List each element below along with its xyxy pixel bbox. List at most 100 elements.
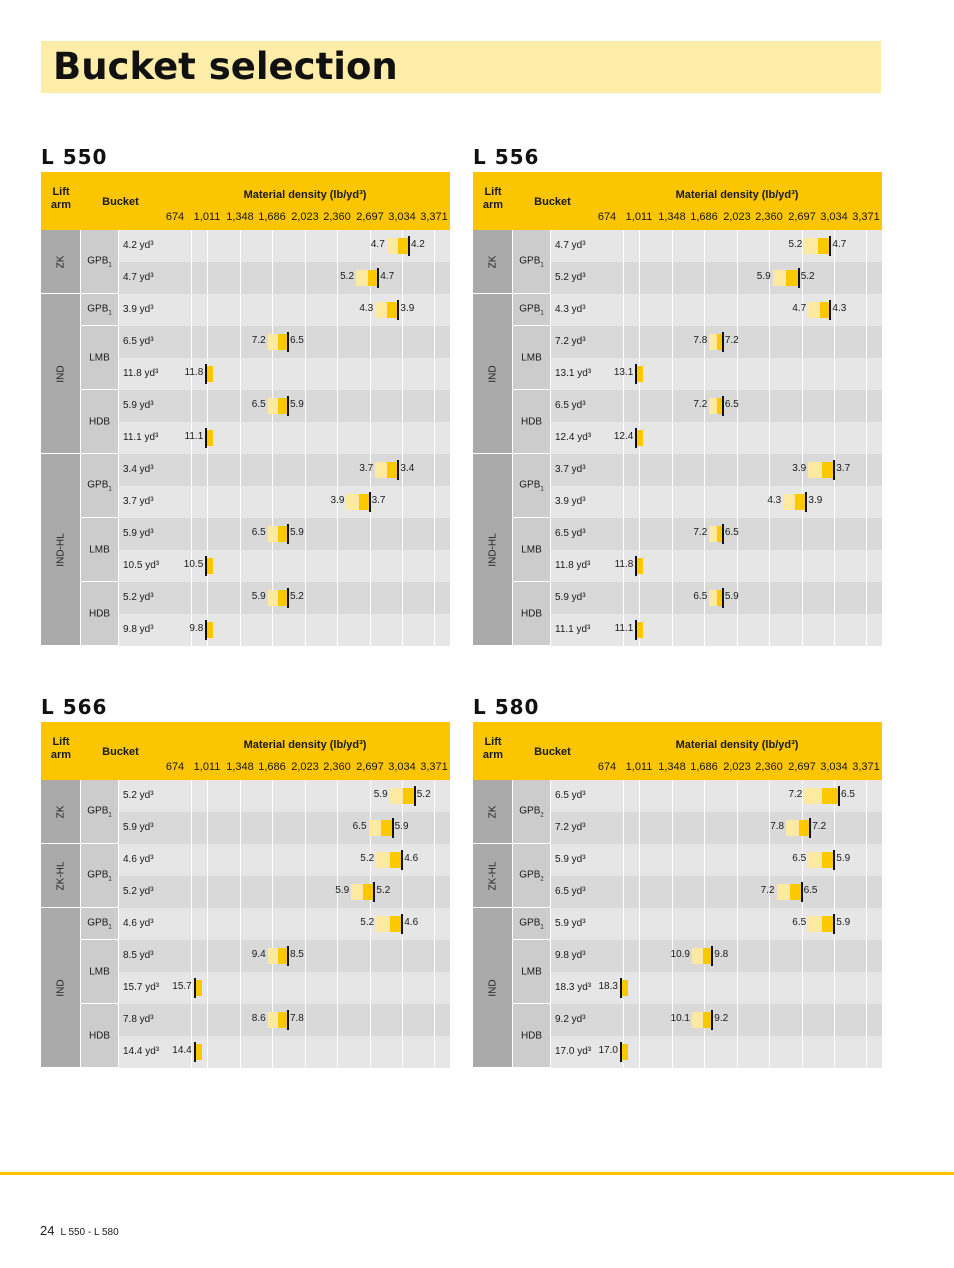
density-max-marker bbox=[205, 364, 208, 384]
bucket-type-label: LMB bbox=[521, 352, 542, 363]
density-range-light bbox=[389, 788, 403, 804]
density-label-min: 12.4 bbox=[613, 431, 634, 442]
density-label-min: 4.3 bbox=[767, 495, 782, 506]
grid-line bbox=[769, 1036, 770, 1068]
bucket-type-subscript: 1 bbox=[540, 486, 544, 492]
grid-line bbox=[240, 972, 241, 1004]
lift-arm-label: IND bbox=[55, 978, 66, 997]
grid-line bbox=[834, 876, 835, 908]
density-row: 7.2 6.5 bbox=[592, 518, 882, 550]
header-density-tick: 1,686 bbox=[258, 761, 286, 773]
density-label-min: 7.8 bbox=[693, 335, 708, 346]
grid-line bbox=[402, 294, 403, 326]
grid-line bbox=[434, 614, 435, 646]
lift-arm-label: IND bbox=[55, 364, 66, 383]
density-row: 7.2 6.5 bbox=[160, 326, 450, 358]
density-label-min: 6.5 bbox=[251, 399, 266, 410]
density-max-marker bbox=[373, 882, 376, 902]
lift-arm-label: ZK bbox=[55, 255, 66, 268]
density-row: 7.2 6.5 bbox=[592, 780, 882, 812]
grid-line bbox=[639, 326, 640, 358]
grid-line bbox=[240, 390, 241, 422]
density-range-dark bbox=[389, 852, 402, 868]
grid-line bbox=[337, 230, 338, 262]
grid-line bbox=[769, 262, 770, 294]
bucket-size: 3.7 yd³ bbox=[119, 486, 160, 518]
grid-line bbox=[370, 454, 371, 486]
header-lift-arm: Lift arm bbox=[473, 186, 513, 212]
grid-line bbox=[802, 780, 803, 812]
density-row: 11.8 bbox=[592, 550, 882, 582]
grid-line bbox=[802, 582, 803, 614]
density-label-max: 6.5 bbox=[724, 527, 739, 538]
grid-line bbox=[866, 1036, 867, 1068]
bucket-type: HDB bbox=[513, 582, 550, 645]
header-lift-arm-line: Lift bbox=[52, 186, 70, 198]
grid-line bbox=[639, 780, 640, 812]
grid-line bbox=[866, 1004, 867, 1036]
grid-line bbox=[834, 486, 835, 518]
lift-arm-label: ZK bbox=[55, 805, 66, 818]
bucket-size: 6.5 yd³ bbox=[119, 326, 160, 358]
grid-line bbox=[639, 454, 640, 486]
grid-line bbox=[639, 294, 640, 326]
header-material-density: Material density (lb/yd³) bbox=[243, 189, 367, 201]
density-max-marker bbox=[829, 300, 832, 320]
density-label-min: 6.5 bbox=[352, 821, 367, 832]
grid-line bbox=[802, 326, 803, 358]
density-label-min: 11.1 bbox=[184, 431, 204, 442]
grid-line bbox=[240, 876, 241, 908]
density-label-max: 3.7 bbox=[371, 495, 386, 506]
grid-line bbox=[191, 876, 192, 908]
header-lift-arm-line: arm bbox=[482, 749, 504, 761]
density-range-dark bbox=[786, 270, 798, 286]
grid-line bbox=[370, 326, 371, 358]
grid-line bbox=[337, 940, 338, 972]
header-density-tick: 2,360 bbox=[755, 761, 783, 773]
density-row: 5.9 5.2 bbox=[160, 582, 450, 614]
header-density-tick: 2,023 bbox=[291, 761, 319, 773]
grid-line bbox=[240, 780, 241, 812]
density-max-marker bbox=[635, 364, 638, 384]
grid-line bbox=[834, 262, 835, 294]
grid-line bbox=[434, 518, 435, 550]
grid-line bbox=[672, 518, 673, 550]
grid-line bbox=[704, 844, 705, 876]
density-max-marker bbox=[413, 786, 416, 806]
bucket-size: 5.9 yd³ bbox=[119, 518, 160, 550]
grid-line bbox=[370, 780, 371, 812]
grid-line bbox=[672, 454, 673, 486]
bucket-size: 3.9 yd³ bbox=[119, 294, 160, 326]
grid-line bbox=[704, 390, 705, 422]
lift-arm-cell: IND-HL bbox=[41, 454, 80, 645]
density-max-marker bbox=[711, 946, 714, 966]
lift-arm-label: ZK-HL bbox=[55, 861, 66, 890]
grid-line bbox=[402, 454, 403, 486]
grid-line bbox=[337, 1036, 338, 1068]
header-density-tick: 1,011 bbox=[625, 761, 653, 773]
grid-line bbox=[704, 1036, 705, 1068]
grid-line bbox=[207, 582, 208, 614]
grid-line bbox=[834, 812, 835, 844]
grid-line bbox=[434, 326, 435, 358]
grid-line bbox=[769, 812, 770, 844]
grid-line bbox=[623, 908, 624, 940]
density-label-min: 4.3 bbox=[359, 303, 374, 314]
grid-line bbox=[434, 230, 435, 262]
grid-line bbox=[802, 454, 803, 486]
lift-arm-label: IND bbox=[487, 364, 498, 383]
grid-line bbox=[866, 940, 867, 972]
density-range-light bbox=[267, 590, 279, 606]
grid-line bbox=[704, 518, 705, 550]
density-row: 15.7 bbox=[160, 972, 450, 1004]
lift-arm-cell: ZK bbox=[41, 230, 80, 293]
grid-line bbox=[737, 294, 738, 326]
grid-line bbox=[623, 550, 624, 582]
density-label-min: 5.2 bbox=[788, 239, 803, 250]
header-density-tick: 3,371 bbox=[420, 761, 448, 773]
bucket-size: 3.7 yd³ bbox=[551, 454, 592, 486]
density-range-dark bbox=[358, 494, 369, 510]
bucket-size: 11.8 yd³ bbox=[119, 358, 160, 390]
header-material-density: Material density (lb/yd³) bbox=[675, 739, 799, 751]
grid-line bbox=[402, 390, 403, 422]
